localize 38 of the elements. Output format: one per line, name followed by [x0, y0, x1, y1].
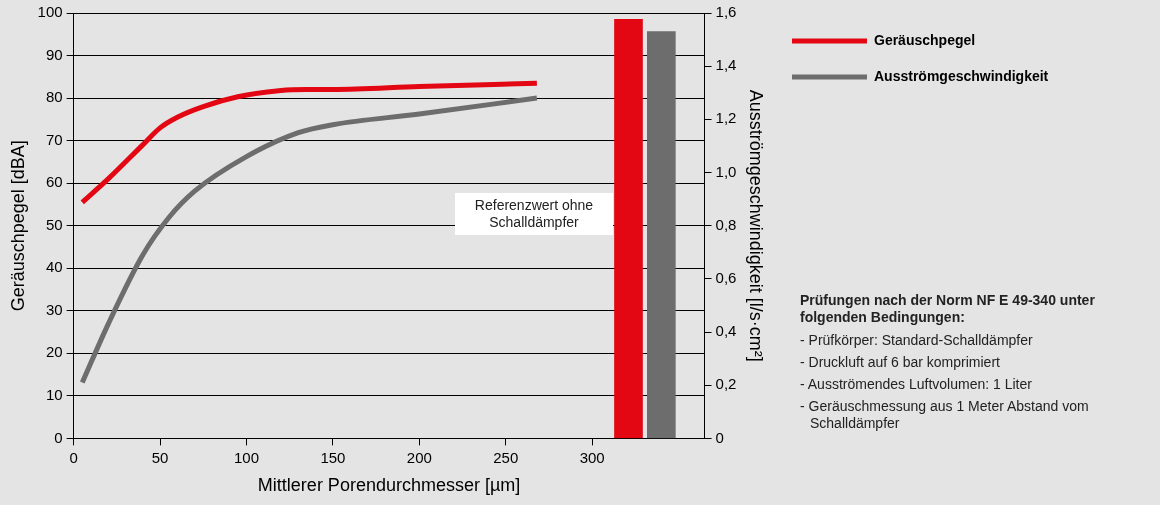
- y-tick-label: 30: [45, 300, 63, 318]
- x-tick-label: 50: [151, 448, 169, 466]
- text: - Druckluft auf 6 bar komprimiert: [800, 354, 1001, 371]
- text: Geräuschpegel: [874, 31, 976, 48]
- text: Ausströmgeschwindigkeit: [874, 67, 1049, 84]
- x-axis-title: Mittlerer Porendurchmesser [µm]: [257, 475, 521, 496]
- y-tick-label: 40: [45, 258, 63, 276]
- x-tick-label: 300: [579, 448, 605, 466]
- y2-tick-label: 0,4: [715, 322, 737, 340]
- y-tick-label: 0: [54, 428, 63, 446]
- y2-tick-label: 1,0: [715, 162, 737, 180]
- text: Prüfungen nach der Norm NF E 49-340 unter folgenden Bedingungen:: [800, 292, 1096, 326]
- text: - Prüfkörper: Standard-Schalldämpfer: [800, 332, 1034, 349]
- y-tick-label: 100: [37, 3, 63, 21]
- x-tick-label: 100: [233, 448, 259, 466]
- y-tick-label: 70: [45, 130, 63, 148]
- y-tick-label: 20: [45, 343, 63, 361]
- y-tick-label: 50: [45, 215, 63, 233]
- y2-tick-label: 0: [715, 428, 724, 446]
- x-tick-label: 250: [493, 448, 519, 466]
- text: - Ausströmendes Luftvolumen: 1 Liter: [800, 376, 1033, 393]
- y-tick-label: 90: [45, 45, 63, 63]
- annotation: Referenzwert ohne Schalldämpfer: [455, 193, 613, 235]
- y2-axis-title: Ausströmgeschwindigkeit [l/s·cm²]: [746, 89, 767, 362]
- x-tick-label: 200: [406, 448, 432, 466]
- y-axis-title: Geräuschpegel [dBA]: [7, 140, 28, 312]
- y-tick-label: 80: [45, 88, 63, 106]
- y-tick-label: 60: [45, 173, 63, 191]
- y2-tick-label: 1,4: [715, 56, 737, 74]
- y2-tick-label: 1,6: [715, 3, 737, 21]
- y2-tick-label: 0,6: [715, 269, 737, 287]
- y-tick-label: 10: [45, 386, 63, 403]
- y2-tick-label: 0,2: [715, 375, 737, 393]
- x-tick-label: 0: [69, 448, 78, 466]
- x-tick-label: 150: [320, 448, 346, 466]
- y2-tick-label: 0,8: [715, 215, 737, 233]
- text: - Geräuschmessung aus 1 Meter Abstand vom Schalldämpfer: [800, 398, 1090, 432]
- y2-tick-label: 1,2: [715, 109, 737, 127]
